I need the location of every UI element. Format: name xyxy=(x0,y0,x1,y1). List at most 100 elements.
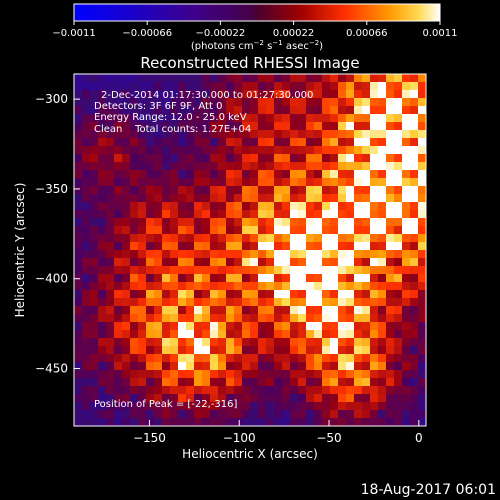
heatmap-cell xyxy=(146,178,155,187)
heatmap-cell xyxy=(178,410,187,419)
heatmap-cell xyxy=(322,258,331,267)
heatmap-cell xyxy=(154,178,163,187)
heatmap-cell xyxy=(226,98,235,107)
heatmap-cell xyxy=(394,74,403,83)
heatmap-cell xyxy=(394,282,403,291)
heatmap-cell xyxy=(218,298,227,307)
heatmap-cell xyxy=(130,178,139,187)
heatmap-cell xyxy=(354,370,363,379)
heatmap-cell xyxy=(386,338,395,347)
heatmap-cell xyxy=(266,186,275,195)
heatmap-cell xyxy=(202,274,211,283)
heatmap-cell xyxy=(314,258,323,267)
heatmap-cell xyxy=(186,106,195,115)
heatmap-cell xyxy=(362,226,371,235)
heatmap-cell xyxy=(114,258,123,267)
heatmap-cell xyxy=(322,298,331,307)
heatmap-cell xyxy=(274,210,283,219)
heatmap-cell xyxy=(98,410,107,419)
heatmap-cell xyxy=(314,194,323,203)
heatmap-cell xyxy=(418,354,426,363)
heatmap-cell xyxy=(226,146,235,155)
heatmap-cell xyxy=(154,378,163,387)
heatmap-cell xyxy=(330,242,339,251)
heatmap-cell xyxy=(250,378,259,387)
heatmap-cell xyxy=(106,74,115,83)
heatmap-cell xyxy=(122,298,131,307)
heatmap-cell xyxy=(210,258,219,267)
heatmap-cell xyxy=(138,82,147,91)
heatmap-cell xyxy=(378,218,387,227)
heatmap-cell xyxy=(322,282,331,291)
heatmap-cell xyxy=(202,218,211,227)
heatmap-cell xyxy=(210,298,219,307)
heatmap-cell xyxy=(170,298,179,307)
heatmap-cell xyxy=(354,346,363,355)
heatmap-cell xyxy=(370,210,379,219)
heatmap-cell xyxy=(258,226,267,235)
heatmap-cell xyxy=(250,418,259,426)
heatmap-cell xyxy=(378,178,387,187)
heatmap-cell xyxy=(146,298,155,307)
heatmap-cell xyxy=(90,330,99,339)
heatmap-cell xyxy=(330,282,339,291)
heatmap-cell xyxy=(418,314,426,323)
heatmap-cell xyxy=(154,258,163,267)
heatmap-cell xyxy=(154,314,163,323)
heatmap-cell xyxy=(402,210,411,219)
heatmap-cell xyxy=(122,114,131,123)
plot-frame xyxy=(73,73,427,427)
heatmap-cell xyxy=(338,402,347,411)
heatmap-cell xyxy=(138,218,147,227)
heatmap-cell xyxy=(194,370,203,379)
heatmap-cell xyxy=(290,202,299,211)
heatmap-cell xyxy=(298,354,307,363)
heatmap-cell xyxy=(146,314,155,323)
heatmap-cell xyxy=(194,418,203,426)
heatmap-cell xyxy=(226,306,235,315)
heatmap-cell xyxy=(98,354,107,363)
heatmap-cell xyxy=(274,98,283,107)
heatmap-cell xyxy=(234,154,243,163)
heatmap-cell xyxy=(74,194,83,203)
y-axis-ticks: −300−350−400−450 xyxy=(35,92,80,376)
heatmap-cell xyxy=(90,210,99,219)
heatmap-cell xyxy=(418,154,426,163)
heatmap-cell xyxy=(202,354,211,363)
heatmap-cell xyxy=(202,194,211,203)
heatmap-cell xyxy=(330,378,339,387)
heatmap-cell xyxy=(266,82,275,91)
heatmap-cell xyxy=(394,194,403,203)
heatmap-cell xyxy=(122,274,131,283)
heatmap-cell xyxy=(130,362,139,371)
heatmap-cell xyxy=(218,370,227,379)
heatmap-cell xyxy=(402,154,411,163)
heatmap-cell xyxy=(178,306,187,315)
heatmap-cell xyxy=(266,346,275,355)
heatmap-cell xyxy=(354,394,363,403)
heatmap-cell xyxy=(290,234,299,243)
heatmap-cell xyxy=(234,122,243,131)
heatmap-cell xyxy=(226,402,235,411)
heatmap-cell xyxy=(114,354,123,363)
heatmap-cell xyxy=(202,210,211,219)
heatmap-cell xyxy=(234,250,243,259)
heatmap-cell xyxy=(314,114,323,123)
heatmap-cell xyxy=(162,250,171,259)
heatmap-cell xyxy=(234,82,243,91)
heatmap-cell xyxy=(242,354,251,363)
heatmap-cell xyxy=(306,130,315,139)
heatmap-cell xyxy=(370,346,379,355)
heatmap-cell xyxy=(122,170,131,179)
heatmap-cell xyxy=(346,130,355,139)
heatmap-cell xyxy=(266,202,275,211)
heatmap-cell xyxy=(290,306,299,315)
heatmap-cell xyxy=(98,106,107,115)
heatmap-cell xyxy=(162,282,171,291)
heatmap-cell xyxy=(194,106,203,115)
heatmap-cell xyxy=(258,418,267,426)
heatmap-cell xyxy=(178,298,187,307)
heatmap-cell xyxy=(266,114,275,123)
heatmap-cell xyxy=(186,346,195,355)
heatmap-cell xyxy=(258,122,267,131)
